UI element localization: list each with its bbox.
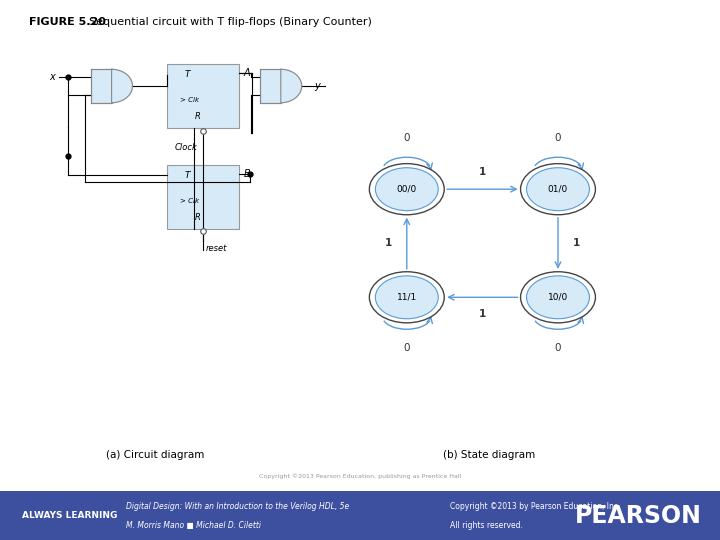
Circle shape bbox=[521, 164, 595, 215]
Text: 10/0: 10/0 bbox=[548, 293, 568, 302]
Circle shape bbox=[369, 272, 444, 323]
Text: Clock: Clock bbox=[174, 143, 197, 152]
Text: 1: 1 bbox=[385, 238, 392, 248]
FancyBboxPatch shape bbox=[91, 69, 112, 103]
Text: B: B bbox=[243, 168, 250, 179]
Polygon shape bbox=[112, 69, 132, 103]
Text: T: T bbox=[184, 70, 190, 79]
Text: 1: 1 bbox=[572, 238, 580, 248]
Circle shape bbox=[375, 276, 438, 319]
Text: > Clk: > Clk bbox=[180, 198, 199, 204]
Text: 0: 0 bbox=[554, 343, 562, 353]
Text: > Clk: > Clk bbox=[180, 97, 199, 103]
Circle shape bbox=[369, 164, 444, 215]
Text: 11/1: 11/1 bbox=[397, 293, 417, 302]
Text: 1: 1 bbox=[479, 309, 486, 320]
Text: All rights reserved.: All rights reserved. bbox=[450, 521, 523, 530]
Polygon shape bbox=[281, 69, 302, 103]
Text: M. Morris Mano ■ Michael D. Ciletti: M. Morris Mano ■ Michael D. Ciletti bbox=[126, 521, 261, 530]
Text: 0: 0 bbox=[403, 133, 410, 143]
Text: 0: 0 bbox=[554, 133, 562, 143]
Text: 01/0: 01/0 bbox=[548, 185, 568, 194]
Text: Copyright ©2013 by Pearson Education, Inc.: Copyright ©2013 by Pearson Education, In… bbox=[450, 502, 621, 511]
Text: x: x bbox=[50, 72, 55, 82]
Text: R: R bbox=[194, 213, 200, 221]
Text: Copyright ©2013 Pearson Education, publishing as Prentice Hall: Copyright ©2013 Pearson Education, publi… bbox=[258, 474, 462, 480]
Circle shape bbox=[521, 272, 595, 323]
Text: FIGURE 5.20: FIGURE 5.20 bbox=[29, 17, 106, 27]
Text: 1: 1 bbox=[479, 167, 486, 177]
Text: A: A bbox=[243, 68, 250, 78]
Text: 0: 0 bbox=[403, 343, 410, 353]
Text: R: R bbox=[194, 112, 200, 121]
Text: 00/0: 00/0 bbox=[397, 185, 417, 194]
Circle shape bbox=[375, 168, 438, 211]
Text: Sequential circuit with T flip-flops (Binary Counter): Sequential circuit with T flip-flops (Bi… bbox=[89, 17, 372, 27]
Text: Digital Design: With an Introduction to the Verilog HDL, 5e: Digital Design: With an Introduction to … bbox=[126, 502, 349, 511]
FancyBboxPatch shape bbox=[167, 165, 239, 228]
Text: reset: reset bbox=[206, 244, 228, 253]
Text: PEARSON: PEARSON bbox=[575, 504, 702, 528]
Text: (a) Circuit diagram: (a) Circuit diagram bbox=[106, 449, 204, 460]
Text: y: y bbox=[315, 81, 320, 91]
Text: (b) State diagram: (b) State diagram bbox=[444, 449, 536, 460]
Text: ALWAYS LEARNING: ALWAYS LEARNING bbox=[22, 511, 117, 520]
FancyBboxPatch shape bbox=[260, 69, 281, 103]
Circle shape bbox=[526, 276, 590, 319]
Circle shape bbox=[526, 168, 590, 211]
FancyBboxPatch shape bbox=[167, 64, 239, 128]
Text: T: T bbox=[184, 171, 190, 180]
